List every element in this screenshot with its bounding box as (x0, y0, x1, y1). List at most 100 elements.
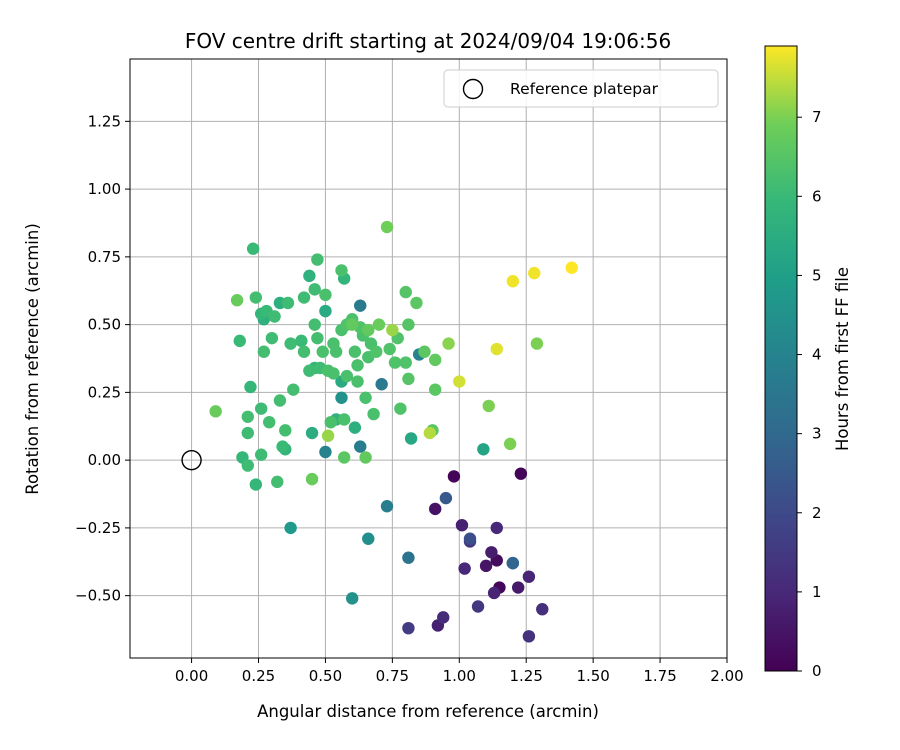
data-point (437, 611, 450, 624)
data-point (370, 345, 383, 358)
x-tick-label: 1.00 (443, 667, 476, 685)
data-point (271, 475, 284, 489)
data-point (319, 445, 332, 459)
data-point (249, 291, 263, 304)
data-point (209, 405, 222, 418)
data-point (386, 323, 399, 337)
data-point (241, 410, 254, 423)
data-points (209, 220, 578, 643)
x-tick-label: 1.50 (576, 667, 609, 685)
data-point (337, 413, 351, 426)
data-point (284, 521, 297, 535)
data-point (311, 253, 324, 266)
colorbar-label: Hours from first FF file (833, 267, 852, 451)
data-point (337, 451, 351, 464)
data-point (254, 448, 268, 461)
data-point (536, 603, 549, 616)
data-point (399, 356, 412, 369)
colorbar-ticks: 0 1 2 3 4 5 6 7 (797, 108, 822, 680)
data-point (348, 421, 362, 434)
data-point (246, 242, 260, 255)
colorbar-frame (764, 45, 798, 672)
legend-box (443, 69, 719, 108)
data-point (511, 581, 525, 594)
data-point (404, 432, 418, 445)
data-point (335, 264, 348, 277)
data-point (522, 570, 536, 583)
data-point (506, 275, 520, 288)
data-point (348, 345, 362, 358)
x-tick-label: 0.50 (309, 667, 342, 685)
data-point (327, 367, 340, 380)
data-point (351, 375, 364, 388)
data-point (276, 440, 289, 453)
data-point (340, 369, 354, 383)
reference-platepar-marker (181, 449, 202, 471)
data-point (279, 424, 292, 437)
data-point (265, 331, 279, 345)
chart-title: FOV centre drift starting at 2024/09/04 … (185, 29, 671, 53)
x-tick-label: 0.00 (175, 667, 208, 685)
colorbar-tick-label: 0 (812, 662, 822, 680)
data-point (281, 296, 295, 310)
colorbar-tick-label: 3 (812, 425, 822, 443)
data-point (372, 318, 386, 331)
data-point (477, 443, 490, 456)
legend: Reference platepar (443, 69, 719, 108)
data-point (244, 380, 257, 394)
colorbar-tick-label: 4 (812, 346, 822, 364)
data-point (402, 372, 415, 386)
data-point (329, 345, 343, 358)
data-point (308, 283, 321, 296)
data-point (455, 518, 469, 532)
data-point (453, 375, 466, 388)
data-point (439, 491, 453, 505)
data-point (297, 345, 311, 358)
data-point (428, 502, 442, 516)
legend-label: Reference platepar (510, 80, 659, 98)
data-point (383, 342, 396, 356)
data-point (428, 383, 442, 396)
colorbar-tick-label: 6 (812, 187, 822, 205)
data-point (354, 440, 367, 453)
x-tick-label: 0.25 (242, 667, 275, 685)
data-point (319, 304, 332, 318)
colorbar-tick-label: 1 (812, 583, 822, 601)
data-point (354, 299, 367, 312)
data-point (479, 559, 493, 573)
data-point (359, 391, 372, 405)
data-point (303, 269, 316, 283)
data-point (305, 426, 319, 440)
data-point (522, 630, 536, 643)
data-point (380, 220, 394, 234)
data-point (487, 586, 501, 600)
data-point (284, 337, 297, 350)
colorbar-tick-label: 2 (812, 504, 822, 522)
colorbar-tick-label: 7 (812, 108, 822, 126)
data-point (399, 285, 412, 299)
y-tick-label: −0.50 (75, 587, 121, 605)
data-point (490, 521, 503, 535)
data-point (263, 415, 276, 429)
data-point (230, 294, 244, 307)
data-point (346, 592, 359, 605)
data-point (311, 331, 324, 345)
data-point (380, 500, 394, 513)
data-point (394, 402, 407, 415)
data-point (319, 288, 332, 302)
colorbar-tick-label: 5 (812, 266, 822, 284)
data-point (321, 429, 335, 442)
y-tick-label: 0.00 (88, 451, 121, 469)
data-point (297, 291, 311, 304)
data-point (402, 621, 415, 635)
data-point (528, 266, 541, 280)
data-point (233, 334, 246, 348)
data-point (359, 451, 372, 464)
data-point (506, 556, 520, 570)
x-tick-label: 0.75 (376, 667, 409, 685)
data-point (287, 383, 300, 396)
data-point (241, 459, 254, 472)
data-point (410, 296, 423, 310)
data-point (367, 407, 380, 421)
